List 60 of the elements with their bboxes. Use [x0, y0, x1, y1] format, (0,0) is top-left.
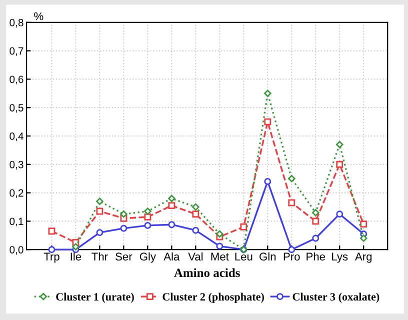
x-tick-label: Ser	[116, 252, 132, 261]
point	[168, 202, 176, 210]
point	[360, 220, 368, 228]
point	[192, 210, 200, 218]
point	[288, 199, 296, 206]
point	[96, 229, 104, 236]
y-tick-label: 0,5	[10, 104, 24, 113]
y-tick-label: 0,2	[10, 189, 24, 198]
y-tick-label: 0,0	[10, 246, 24, 255]
x-tick-label: Ile	[70, 252, 82, 261]
point	[144, 222, 152, 229]
point	[336, 140, 344, 148]
y-tick-label: 0,1	[10, 218, 24, 226]
point	[312, 209, 320, 216]
y-tick-label: 0,7	[10, 47, 24, 56]
x-tick-label: Thr	[92, 252, 108, 260]
point	[48, 228, 56, 235]
y-axis-title: %	[34, 12, 44, 20]
point	[312, 218, 320, 225]
legend-label: Cluster 1 (urate)	[56, 292, 134, 303]
x-tick-label: Gly	[140, 252, 156, 263]
x-tick-label: Trp	[44, 252, 60, 263]
point	[240, 223, 248, 230]
x-tick-label: Met	[211, 252, 229, 261]
point	[336, 210, 344, 218]
point	[360, 234, 368, 242]
y-tick-label: 0,6	[10, 76, 24, 84]
point	[216, 230, 224, 238]
x-axis-title: Amino acids	[174, 268, 240, 278]
point	[96, 208, 104, 215]
point	[312, 234, 320, 242]
point	[96, 198, 104, 205]
point	[120, 210, 128, 218]
y-tick-label: 0,3	[10, 160, 24, 170]
point	[168, 221, 176, 228]
y-tick-label: 0,8	[10, 18, 24, 28]
x-tick-label: Gln	[260, 252, 276, 261]
point	[168, 194, 176, 202]
point	[216, 242, 224, 250]
x-tick-label: Arg	[354, 252, 372, 263]
x-tick-label: Pro	[284, 252, 300, 261]
point	[144, 213, 152, 220]
x-tick-label: Leu	[235, 252, 252, 261]
point	[192, 226, 200, 234]
point	[72, 243, 80, 250]
point	[264, 118, 272, 126]
point	[144, 208, 152, 215]
x-tick-label: Phe	[306, 252, 326, 261]
point	[192, 203, 200, 211]
y-tick-label: 0,4	[10, 132, 24, 142]
point	[336, 160, 344, 168]
legend-label: Cluster 2 (phosphate)	[162, 292, 264, 303]
x-tick-label: Ala	[164, 252, 180, 261]
x-tick-label: Val	[188, 252, 203, 261]
point	[288, 174, 296, 182]
legend-label: Cluster 3 (oxalate)	[292, 292, 380, 303]
point	[120, 224, 128, 232]
point	[264, 178, 272, 185]
point	[264, 90, 272, 98]
x-tick-label: Lys	[332, 252, 348, 263]
